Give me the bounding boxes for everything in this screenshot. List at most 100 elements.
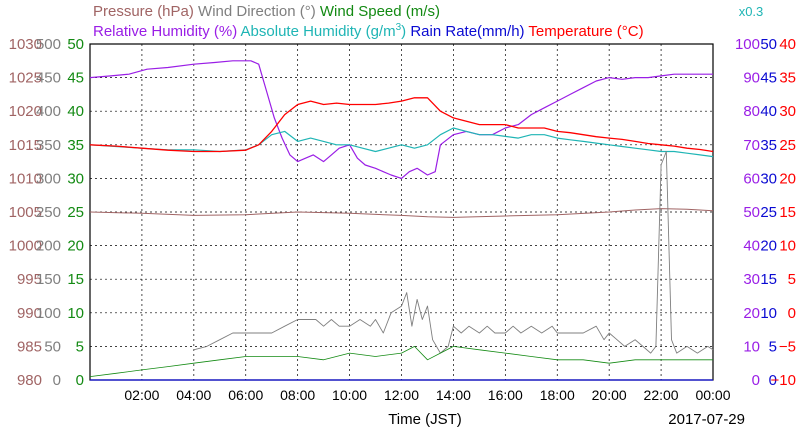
tick-label-wind-speed: 30	[67, 170, 84, 187]
x-tick-label: 22:00	[644, 387, 679, 403]
x-axis-label: Time (JST)	[388, 411, 462, 428]
tick-label-pressure: 995	[17, 271, 42, 288]
tick-label-relative-humidity: 30	[743, 271, 760, 288]
tick-label-temperature: 5	[788, 271, 796, 288]
title-item: Relative Humidity (%)	[93, 23, 237, 40]
tick-label-pressure: 1025	[9, 70, 42, 87]
tick-label-relative-humidity: 50	[743, 204, 760, 221]
tick-label-relative-humidity: 40	[743, 238, 760, 255]
tick-label-temperature: 25	[779, 137, 796, 154]
tick-label-temperature: 15	[779, 204, 796, 221]
title-line-1: Pressure (hPa) Wind Direction (°) Wind S…	[93, 3, 440, 20]
tick-label-pressure: 1005	[9, 204, 42, 221]
title-item: Temperature (°C)	[525, 23, 644, 40]
tick-label-wind-direction: 0	[53, 372, 61, 389]
scale-note: x0.3	[739, 4, 764, 19]
x-tick-label: 14:00	[436, 387, 471, 403]
x-tick-label: 16:00	[488, 387, 523, 403]
x-tick-label: 06:00	[228, 387, 263, 403]
tick-label-wind-direction: 250	[36, 204, 61, 221]
title-line-2: Relative Humidity (%) Absolute Humidity …	[93, 22, 644, 40]
tick-label-rain-rate: 25	[760, 204, 777, 221]
tick-label-rain-rate: 50	[760, 36, 777, 53]
tick-label-wind-direction: 50	[44, 338, 61, 355]
axes-layer: 9809859909951000100510101015102010251030…	[9, 4, 796, 403]
series-layer	[89, 60, 714, 381]
x-tick-label: 10:00	[332, 387, 367, 403]
tick-label-wind-direction: 100	[36, 305, 61, 322]
tick-label-relative-humidity: 70	[743, 137, 760, 154]
x-tick-label: 04:00	[176, 387, 211, 403]
tick-label-wind-speed: 45	[67, 70, 84, 87]
tick-label-wind-speed: 50	[67, 36, 84, 53]
tick-label-relative-humidity: 80	[743, 103, 760, 120]
tick-label-rain-rate: 45	[760, 70, 777, 87]
tick-label-pressure: 1000	[9, 238, 42, 255]
tick-label-wind-direction: 350	[36, 137, 61, 154]
tick-label-relative-humidity: 90	[743, 70, 760, 87]
tick-label-wind-speed: 0	[76, 372, 84, 389]
series-temperature	[89, 97, 714, 153]
series-relative-humidity	[89, 60, 713, 179]
tick-label-pressure: 990	[17, 305, 42, 322]
tick-label-rain-rate: 0	[769, 372, 777, 389]
title-item: Pressure (hPa)	[93, 3, 194, 20]
tick-label-temperature: −5	[779, 338, 796, 355]
tick-label-rain-rate: 15	[760, 271, 777, 288]
tick-label-relative-humidity: 10	[743, 338, 760, 355]
tick-label-pressure: 1020	[9, 103, 42, 120]
tick-label-wind-speed: 25	[67, 204, 84, 221]
tick-label-temperature: 40	[779, 36, 796, 53]
x-tick-label: 08:00	[280, 387, 315, 403]
title-item: Rain Rate(mm/h)	[406, 23, 524, 40]
tick-label-wind-direction: 200	[36, 238, 61, 255]
tick-label-rain-rate: 30	[760, 170, 777, 187]
x-tick-label: 18:00	[540, 387, 575, 403]
tick-label-temperature: 20	[779, 170, 796, 187]
tick-label-relative-humidity: 20	[743, 305, 760, 322]
title-suffix: )	[401, 23, 406, 40]
tick-label-temperature: 0	[788, 305, 796, 322]
series-pressure	[89, 208, 714, 218]
tick-label-rain-rate: 10	[760, 305, 777, 322]
title-item: Wind Direction (°)	[194, 3, 316, 20]
tick-label-pressure: 980	[17, 372, 42, 389]
tick-label-relative-humidity: 60	[743, 170, 760, 187]
title-sup: 3	[396, 22, 402, 33]
tick-label-temperature: 10	[779, 238, 796, 255]
title-item: Wind Speed (m/s)	[316, 3, 440, 20]
tick-label-wind-direction: 450	[36, 70, 61, 87]
x-tick-label: 02:00	[124, 387, 159, 403]
series-wind-direction	[193, 151, 714, 354]
x-tick-label: 20:00	[592, 387, 627, 403]
tick-label-rain-rate: 35	[760, 137, 777, 154]
tick-label-temperature: −10	[771, 372, 796, 389]
tick-label-rain-rate: 20	[760, 238, 777, 255]
tick-label-wind-direction: 300	[36, 170, 61, 187]
tick-label-rain-rate: 5	[769, 338, 777, 355]
tick-label-wind-speed: 40	[67, 103, 84, 120]
tick-label-wind-speed: 20	[67, 238, 84, 255]
tick-label-wind-speed: 10	[67, 305, 84, 322]
tick-label-relative-humidity: 100	[735, 36, 760, 53]
tick-label-wind-direction: 500	[36, 36, 61, 53]
tick-label-temperature: 35	[779, 70, 796, 87]
tick-label-wind-direction: 400	[36, 103, 61, 120]
tick-label-pressure: 985	[17, 338, 42, 355]
series-wind-speed	[89, 346, 713, 377]
tick-label-wind-speed: 35	[67, 137, 84, 154]
chart-title: Pressure (hPa) Wind Direction (°) Wind S…	[93, 3, 644, 40]
tick-label-pressure: 1015	[9, 137, 42, 154]
tick-label-rain-rate: 40	[760, 103, 777, 120]
tick-label-temperature: 30	[779, 103, 796, 120]
tick-label-pressure: 1030	[9, 36, 42, 53]
x-tick-label: 12:00	[384, 387, 419, 403]
title-item: Absolute Humidity (g/m	[237, 23, 395, 40]
tick-label-wind-direction: 150	[36, 271, 61, 288]
tick-label-wind-speed: 15	[67, 271, 84, 288]
tick-label-pressure: 1010	[9, 170, 42, 187]
date-label: 2017-07-29	[668, 411, 745, 428]
tick-label-relative-humidity: 0	[752, 372, 760, 389]
